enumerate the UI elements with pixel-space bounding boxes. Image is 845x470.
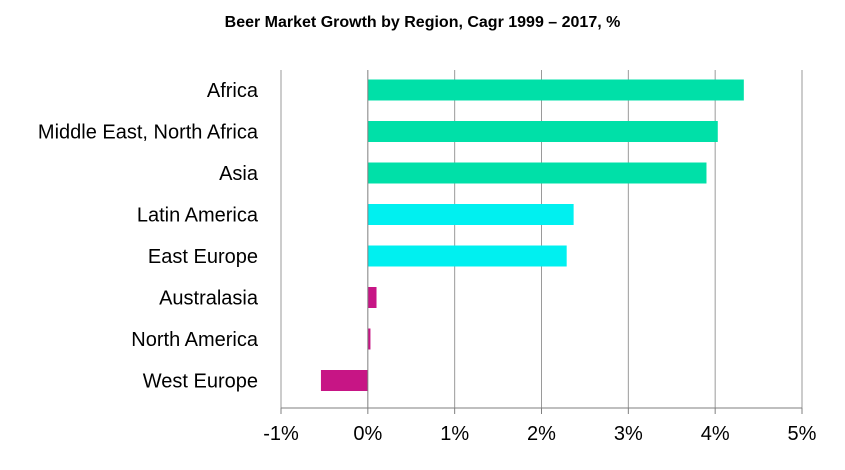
x-tick-label: 3% xyxy=(614,423,643,445)
bar xyxy=(367,328,371,350)
bar xyxy=(367,287,377,308)
x-tick-labels: -1% 0% 1% 2% 3% 4% 5% xyxy=(263,423,816,445)
x-tick-label: 0% xyxy=(353,423,382,445)
x-tick-label: 4% xyxy=(701,423,730,445)
bars xyxy=(320,79,744,391)
chart-title: Beer Market Growth by Region, Cagr 1999 … xyxy=(224,14,621,31)
grid-lines xyxy=(280,70,803,408)
category-labels: Africa Middle East, North Africa Asia Latin… xyxy=(38,80,259,393)
category-label: North America xyxy=(131,329,259,351)
bar xyxy=(367,79,744,101)
category-label: Latin America xyxy=(137,205,259,227)
category-label: Asia xyxy=(219,163,259,185)
category-label: Africa xyxy=(207,80,259,102)
category-label: Australasia xyxy=(159,288,259,310)
bar xyxy=(367,121,718,142)
x-tick-label: 1% xyxy=(440,423,469,445)
bar xyxy=(367,204,574,225)
bar xyxy=(320,370,368,391)
x-tick-label: -1% xyxy=(263,423,299,445)
category-label: West Europe xyxy=(143,371,258,393)
category-label: East Europe xyxy=(148,246,258,268)
x-tick-label: 2% xyxy=(527,423,556,445)
category-label: Middle East, North Africa xyxy=(38,122,259,144)
axes xyxy=(280,70,803,414)
bar xyxy=(367,162,707,184)
bar xyxy=(367,245,567,267)
x-tick-label: 5% xyxy=(788,423,817,445)
